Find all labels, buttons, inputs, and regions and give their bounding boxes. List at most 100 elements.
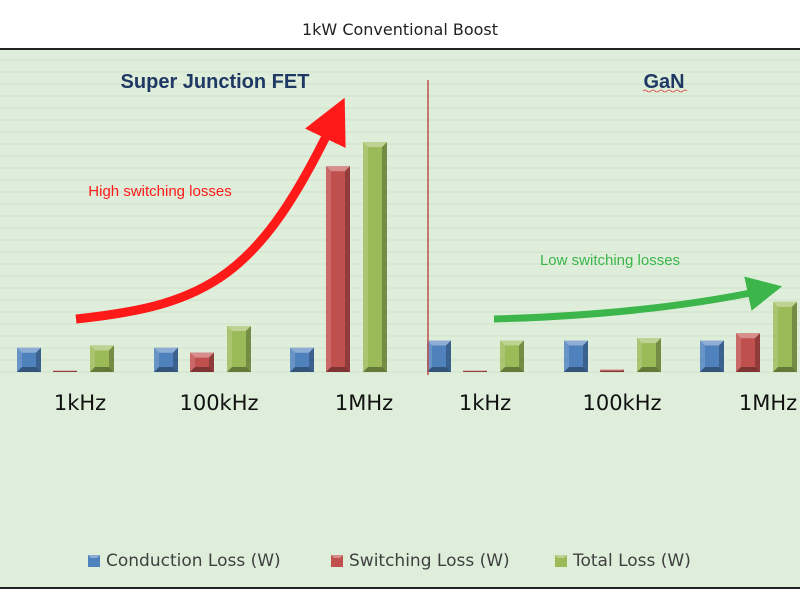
bar-bevel-top [154,347,178,353]
panel-title-super-junction: Super Junction FET [121,71,310,93]
x-tick-label: 1MHz [739,391,797,415]
bar-bevel-top [53,370,77,372]
low-losses-arrow [493,276,783,323]
bar-bevel-top [700,340,724,346]
bar-switching-loss [326,166,350,372]
bar-bevel-top [500,340,524,346]
bar-bevel-bottom [363,367,387,372]
bar-bevel-bottom [17,367,41,372]
bar-bevel-bottom [427,367,451,372]
x-tick-label: 100kHz [179,391,258,415]
bar-bevel-bottom [190,367,214,372]
bar-switching-loss [600,369,624,372]
bar-bevel-right [246,326,251,372]
bar-bevel-top [736,333,760,339]
bottom-rule [0,587,800,589]
bar-conduction-loss [154,347,178,372]
bar-total-loss [227,326,251,372]
bar-bevel-right [109,345,114,372]
bar-bevel-bottom [600,370,624,372]
plot-background [0,50,800,587]
bar-bevel-bottom [700,367,724,372]
bar-bevel-left [736,333,741,372]
bar-bevel-top [463,370,487,372]
bar-bevel-bottom [154,367,178,372]
x-tick-label: 1kHz [459,391,511,415]
legend-item: Switching Loss (W) [331,551,510,571]
high-losses-arrow [75,97,346,324]
legend-swatch-bevel [331,555,343,558]
bar-bevel-bottom [736,367,760,372]
bar-switching-loss [736,333,760,372]
panel-title-gan: GaN [643,71,684,93]
bar-bevel-bottom [227,367,251,372]
bar-bevel-right [719,340,724,372]
bar-bevel-right [519,340,524,372]
bar-bevel-left [363,142,368,372]
bar-bevel-left [190,352,195,372]
bar-total-loss [637,338,661,372]
bar-bevel-right [345,166,350,372]
bar-bevel-bottom [463,371,487,372]
legend: Conduction Loss (W) Switching Loss (W) Tot… [88,551,691,571]
bar-bevel-top [600,369,624,371]
bar-conduction-loss [564,340,588,372]
chart-title: 1kW Conventional Boost [301,20,499,39]
bar-conduction-loss [290,347,314,372]
bar-bevel-top [427,340,451,346]
bar-bevel-bottom [290,367,314,372]
bar-bevel-right [209,352,214,372]
legend-label: Switching Loss (W) [349,551,510,571]
bar-bevel-left [700,340,705,372]
bar-bevel-bottom [773,367,797,372]
legend-item: Total Loss (W) [555,551,691,571]
bar-switching-loss [190,352,214,372]
x-tick-label: 1kHz [54,391,106,415]
gridlines [0,59,800,373]
bars [17,142,797,372]
bar-bevel-left [154,347,159,372]
bar-bevel-left [17,347,22,372]
chart-area: 1kHz 100kHz 1MHz 1kHz 100kHz 1MHz Super Junct… [0,50,800,587]
legend-swatch-bevel [88,555,100,558]
bar-bevel-right [446,340,451,372]
bar-bevel-top [564,340,588,346]
bar-bevel-right [656,338,661,372]
bar-bevel-top [290,347,314,353]
bar-switching-loss [463,370,487,372]
bar-bevel-right [583,340,588,372]
bar-bevel-top [326,166,350,172]
bar-bevel-left [53,370,54,372]
bar-bevel-right [622,369,624,372]
low-switching-losses-annotation: Low switching losses [540,252,680,269]
bar-bevel-bottom [53,371,77,372]
bar-bevel-top [190,352,214,358]
bar-bevel-bottom [637,367,661,372]
bar-bevel-left [90,345,95,372]
x-tick-label: 100kHz [582,391,661,415]
bar-total-loss [363,142,387,372]
bar-total-loss [90,345,114,372]
bar-conduction-loss [700,340,724,372]
bar-bevel-left [227,326,232,372]
bar-bevel-top [17,347,41,353]
bar-bevel-left [290,347,295,372]
bar-bevel-top [227,326,251,332]
bar-conduction-loss [17,347,41,372]
bar-bevel-right [173,347,178,372]
bar-bevel-bottom [500,367,524,372]
bar-bevel-left [500,340,505,372]
bar-bevel-left [326,166,331,372]
bar-bevel-bottom [326,367,350,372]
bar-bevel-right [36,347,41,372]
legend-label: Total Loss (W) [572,551,691,571]
high-switching-losses-annotation: High switching losses [88,183,231,200]
legend-label: Conduction Loss (W) [106,551,281,571]
bar-bevel-bottom [90,367,114,372]
spellcheck-underline [642,89,688,93]
bar-bevel-left [773,301,778,372]
bar-bevel-right [792,301,797,372]
bar-bevel-top [90,345,114,351]
x-tick-label: 1MHz [335,391,393,415]
bar-bevel-left [564,340,569,372]
